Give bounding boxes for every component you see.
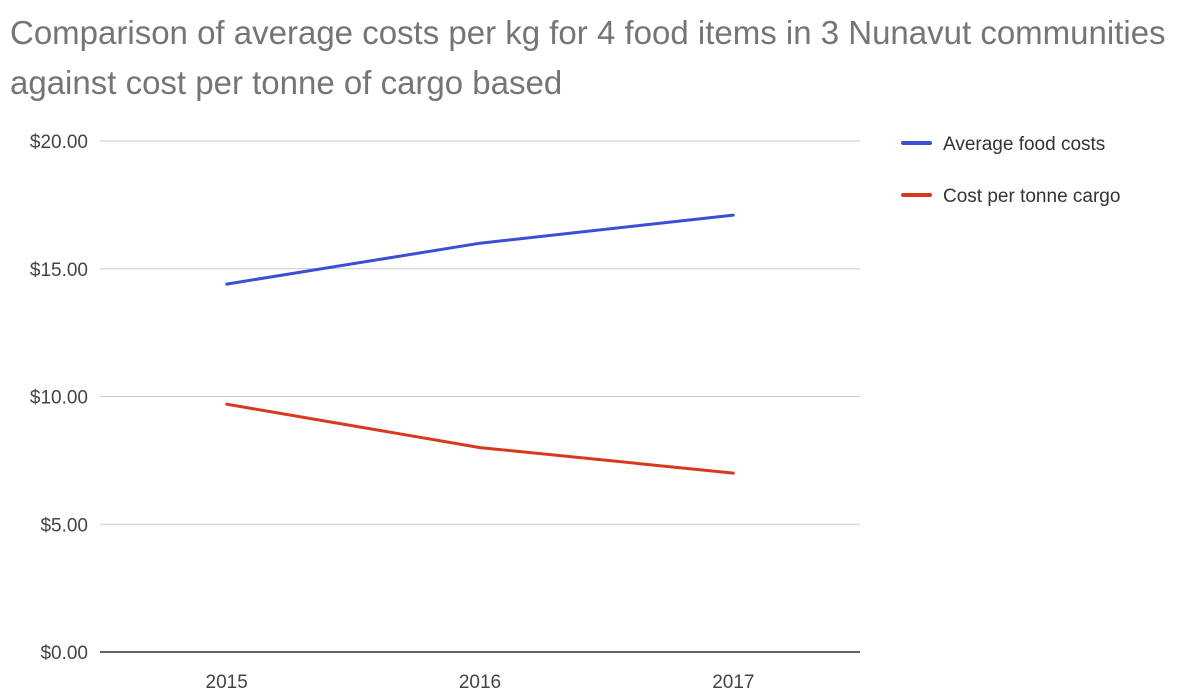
y-tick-label: $5.00: [40, 515, 88, 536]
legend-label-2: Cost per tonne cargo: [943, 186, 1120, 207]
x-tick-label: 2015: [206, 672, 248, 693]
series-line-2: [225, 402, 735, 475]
x-axis-tick-labels: 2015 2016 2017: [206, 672, 755, 693]
chart-title: Comparison of average costs per kg for 4…: [10, 14, 1166, 101]
legend: Average food costs Cost per tonne cargo: [901, 134, 1120, 207]
x-tick-label: 2016: [459, 672, 501, 693]
series-line-1: [225, 213, 735, 286]
y-tick-label: $15.00: [30, 260, 88, 281]
y-axis-tick-labels: $0.00 $5.00 $10.00 $15.00 $20.00: [30, 132, 88, 664]
x-tick-label: 2017: [712, 672, 754, 693]
y-tick-label: $20.00: [30, 132, 88, 153]
series-lines: [225, 213, 735, 475]
y-tick-label: $0.00: [40, 643, 88, 664]
y-tick-label: $10.00: [30, 388, 88, 409]
legend-label-1: Average food costs: [943, 134, 1105, 155]
gridlines: [100, 140, 860, 653]
